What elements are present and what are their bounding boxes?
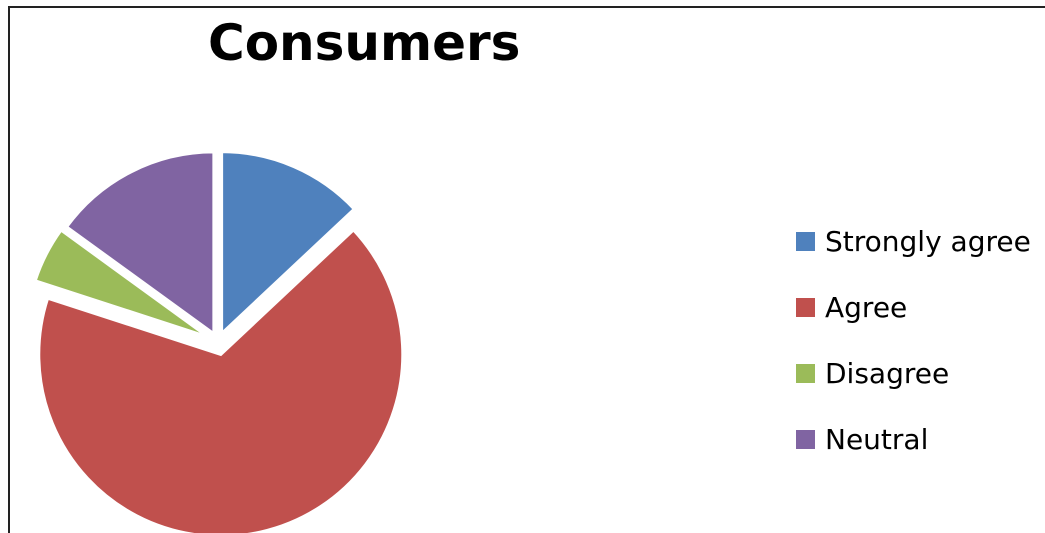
legend-label: Disagree	[825, 356, 950, 390]
legend-item-strongly-agree: Strongly agree	[796, 208, 1031, 274]
pie-slice-agree	[37, 227, 405, 533]
legend-item-disagree: Disagree	[796, 340, 1031, 406]
legend-label: Agree	[825, 290, 908, 324]
chart-legend: Strongly agree Agree Disagree Neutral	[796, 208, 1031, 472]
pie-slices	[33, 150, 405, 533]
chart-title: Consumers	[208, 14, 521, 72]
pie-slice-disagree	[33, 227, 210, 339]
pie-slice-neutral	[64, 150, 216, 337]
legend-item-agree: Agree	[796, 274, 1031, 340]
legend-label: Strongly agree	[825, 224, 1031, 258]
legend-swatch	[796, 429, 815, 449]
legend-swatch	[796, 363, 815, 383]
chart-frame	[8, 6, 1045, 533]
legend-swatch	[796, 297, 815, 317]
legend-swatch	[796, 231, 815, 251]
legend-item-neutral: Neutral	[796, 406, 1031, 472]
legend-label: Neutral	[825, 422, 929, 456]
pie-slice-strongly-agree	[220, 150, 357, 338]
